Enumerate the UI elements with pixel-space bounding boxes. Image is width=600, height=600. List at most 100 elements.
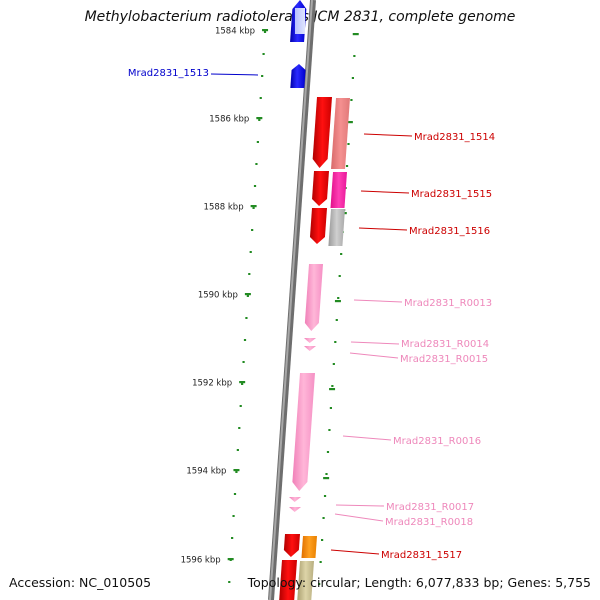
cog-bar-1517 (301, 536, 317, 558)
ruler-dot (328, 429, 331, 431)
ruler-dot (353, 55, 356, 57)
ruler-dot (232, 515, 235, 517)
ruler-major-tick (262, 29, 269, 32)
leader-line (210, 73, 259, 76)
ruler-dot (242, 361, 245, 363)
gene-label: Mrad2831_R0016 (393, 436, 481, 447)
ruler-major-tick (329, 388, 336, 391)
ruler-dot (318, 583, 321, 585)
ruler-major-tick (334, 300, 341, 303)
ruler-dot (335, 319, 338, 321)
leader-line (334, 513, 384, 522)
gene-arrow-1518 (279, 560, 297, 600)
gene-label: Mrad2831_R0017 (386, 502, 474, 513)
gene-label: Mrad2831_R0014 (401, 339, 489, 350)
gene-label: Mrad2831_1515 (411, 189, 492, 200)
gene-label: Mrad2831_1513 (128, 68, 209, 79)
ruler-major-tick (323, 477, 330, 480)
cog-bar-1514 (331, 98, 350, 169)
ruler-dot (246, 295, 249, 297)
ruler-dot (338, 275, 341, 277)
ruler-dot (231, 537, 234, 539)
ruler-dot (241, 383, 244, 385)
ruler-dot (332, 363, 335, 365)
ruler-dot (340, 253, 343, 255)
ruler-dot (261, 75, 264, 77)
leader-line (350, 341, 400, 345)
ruler-label: 1586 kbp (209, 115, 249, 125)
ruler-major-tick (256, 117, 263, 120)
ruler-dot (325, 473, 328, 475)
leader-line (360, 190, 410, 194)
ruler-dot (256, 141, 259, 143)
ruler-major-tick (239, 381, 246, 384)
ruler-dot (228, 581, 231, 583)
ruler-dot (334, 341, 337, 343)
cog-bar-1518 (297, 561, 314, 600)
leader-line (358, 227, 408, 231)
rna-arrow-R0018 (289, 507, 301, 512)
ruler-major-tick (227, 558, 234, 561)
ruler-dot (235, 471, 238, 473)
gene-arrow-1515 (312, 171, 329, 206)
ruler-dot (326, 451, 330, 453)
ruler-label: 1588 kbp (204, 203, 244, 213)
ruler-dot (319, 561, 322, 563)
ruler-dot (255, 163, 258, 165)
ruler-dot (347, 143, 350, 145)
ruler-dot (248, 273, 251, 275)
ruler-major-tick (250, 205, 257, 208)
ruler-label: 1584 kbp (215, 27, 255, 37)
ruler-dot (233, 493, 237, 495)
ruler-dot (245, 317, 248, 319)
accession-text: Accession: NC_010505 (9, 575, 152, 590)
ruler-major-tick (244, 293, 251, 296)
gene-arrow-1513 (290, 64, 306, 88)
ruler-dot (243, 339, 247, 341)
gene-highlight (295, 8, 305, 34)
leader-line (335, 504, 385, 507)
ruler-dot (345, 165, 349, 167)
leader-line (330, 549, 380, 555)
ruler-label: 1590 kbp (198, 291, 238, 301)
ruler-major-tick (352, 33, 359, 36)
rna-arrow-R0014 (304, 338, 316, 343)
ruler-dot (258, 119, 261, 121)
ruler-dot (262, 53, 265, 55)
ruler-dot (331, 385, 334, 387)
ruler-dot (351, 77, 354, 79)
ruler: 1584 kbp 1586 kbp 1588 kbp 1590 kbp 1592 kbp… (181, 27, 359, 585)
ruler-dot (253, 185, 257, 187)
gene-label: Mrad2831_1517 (381, 550, 462, 561)
ruler-dot (239, 405, 242, 407)
cog-bar-1516 (328, 209, 345, 246)
cog-bar-1515 (330, 172, 347, 208)
gene-arrow-1516 (309, 208, 327, 244)
ruler-dot (322, 517, 325, 519)
gene-arrow-1517 (283, 534, 300, 557)
ruler-label: 1594 kbp (186, 467, 226, 477)
ruler-dot (251, 229, 254, 231)
ruler-label: 1596 kbp (181, 556, 221, 566)
gene-label: Mrad2831_R0015 (400, 354, 488, 365)
rna-arrow-R0016 (292, 373, 315, 491)
leader-line (342, 435, 392, 441)
gene-features (279, 0, 350, 600)
gene-arrow-1514 (312, 97, 332, 168)
ruler-dot (259, 97, 262, 99)
ruler-dot (337, 297, 340, 299)
ruler-label: 1592 kbp (192, 379, 232, 389)
gene-label: Mrad2831_1516 (409, 226, 490, 237)
ruler-dot (249, 251, 252, 253)
gene-label: Mrad2831_1514 (414, 132, 495, 143)
rna-arrow-R0017 (289, 497, 301, 502)
rna-arrow-R0015 (304, 346, 316, 351)
genome-backbone (268, 0, 316, 600)
leader-line (363, 133, 413, 137)
gene-labels: Mrad2831_1513 Mrad2831_1514 Mrad2831_1515 M… (128, 68, 495, 561)
topology-text: Topology: circular; Length: 6,077,833 bp… (247, 575, 591, 590)
rna-arrow-R0013 (304, 264, 323, 331)
gene-label: Mrad2831_R0013 (404, 298, 492, 309)
gene-label: Mrad2831_R0018 (385, 517, 473, 528)
